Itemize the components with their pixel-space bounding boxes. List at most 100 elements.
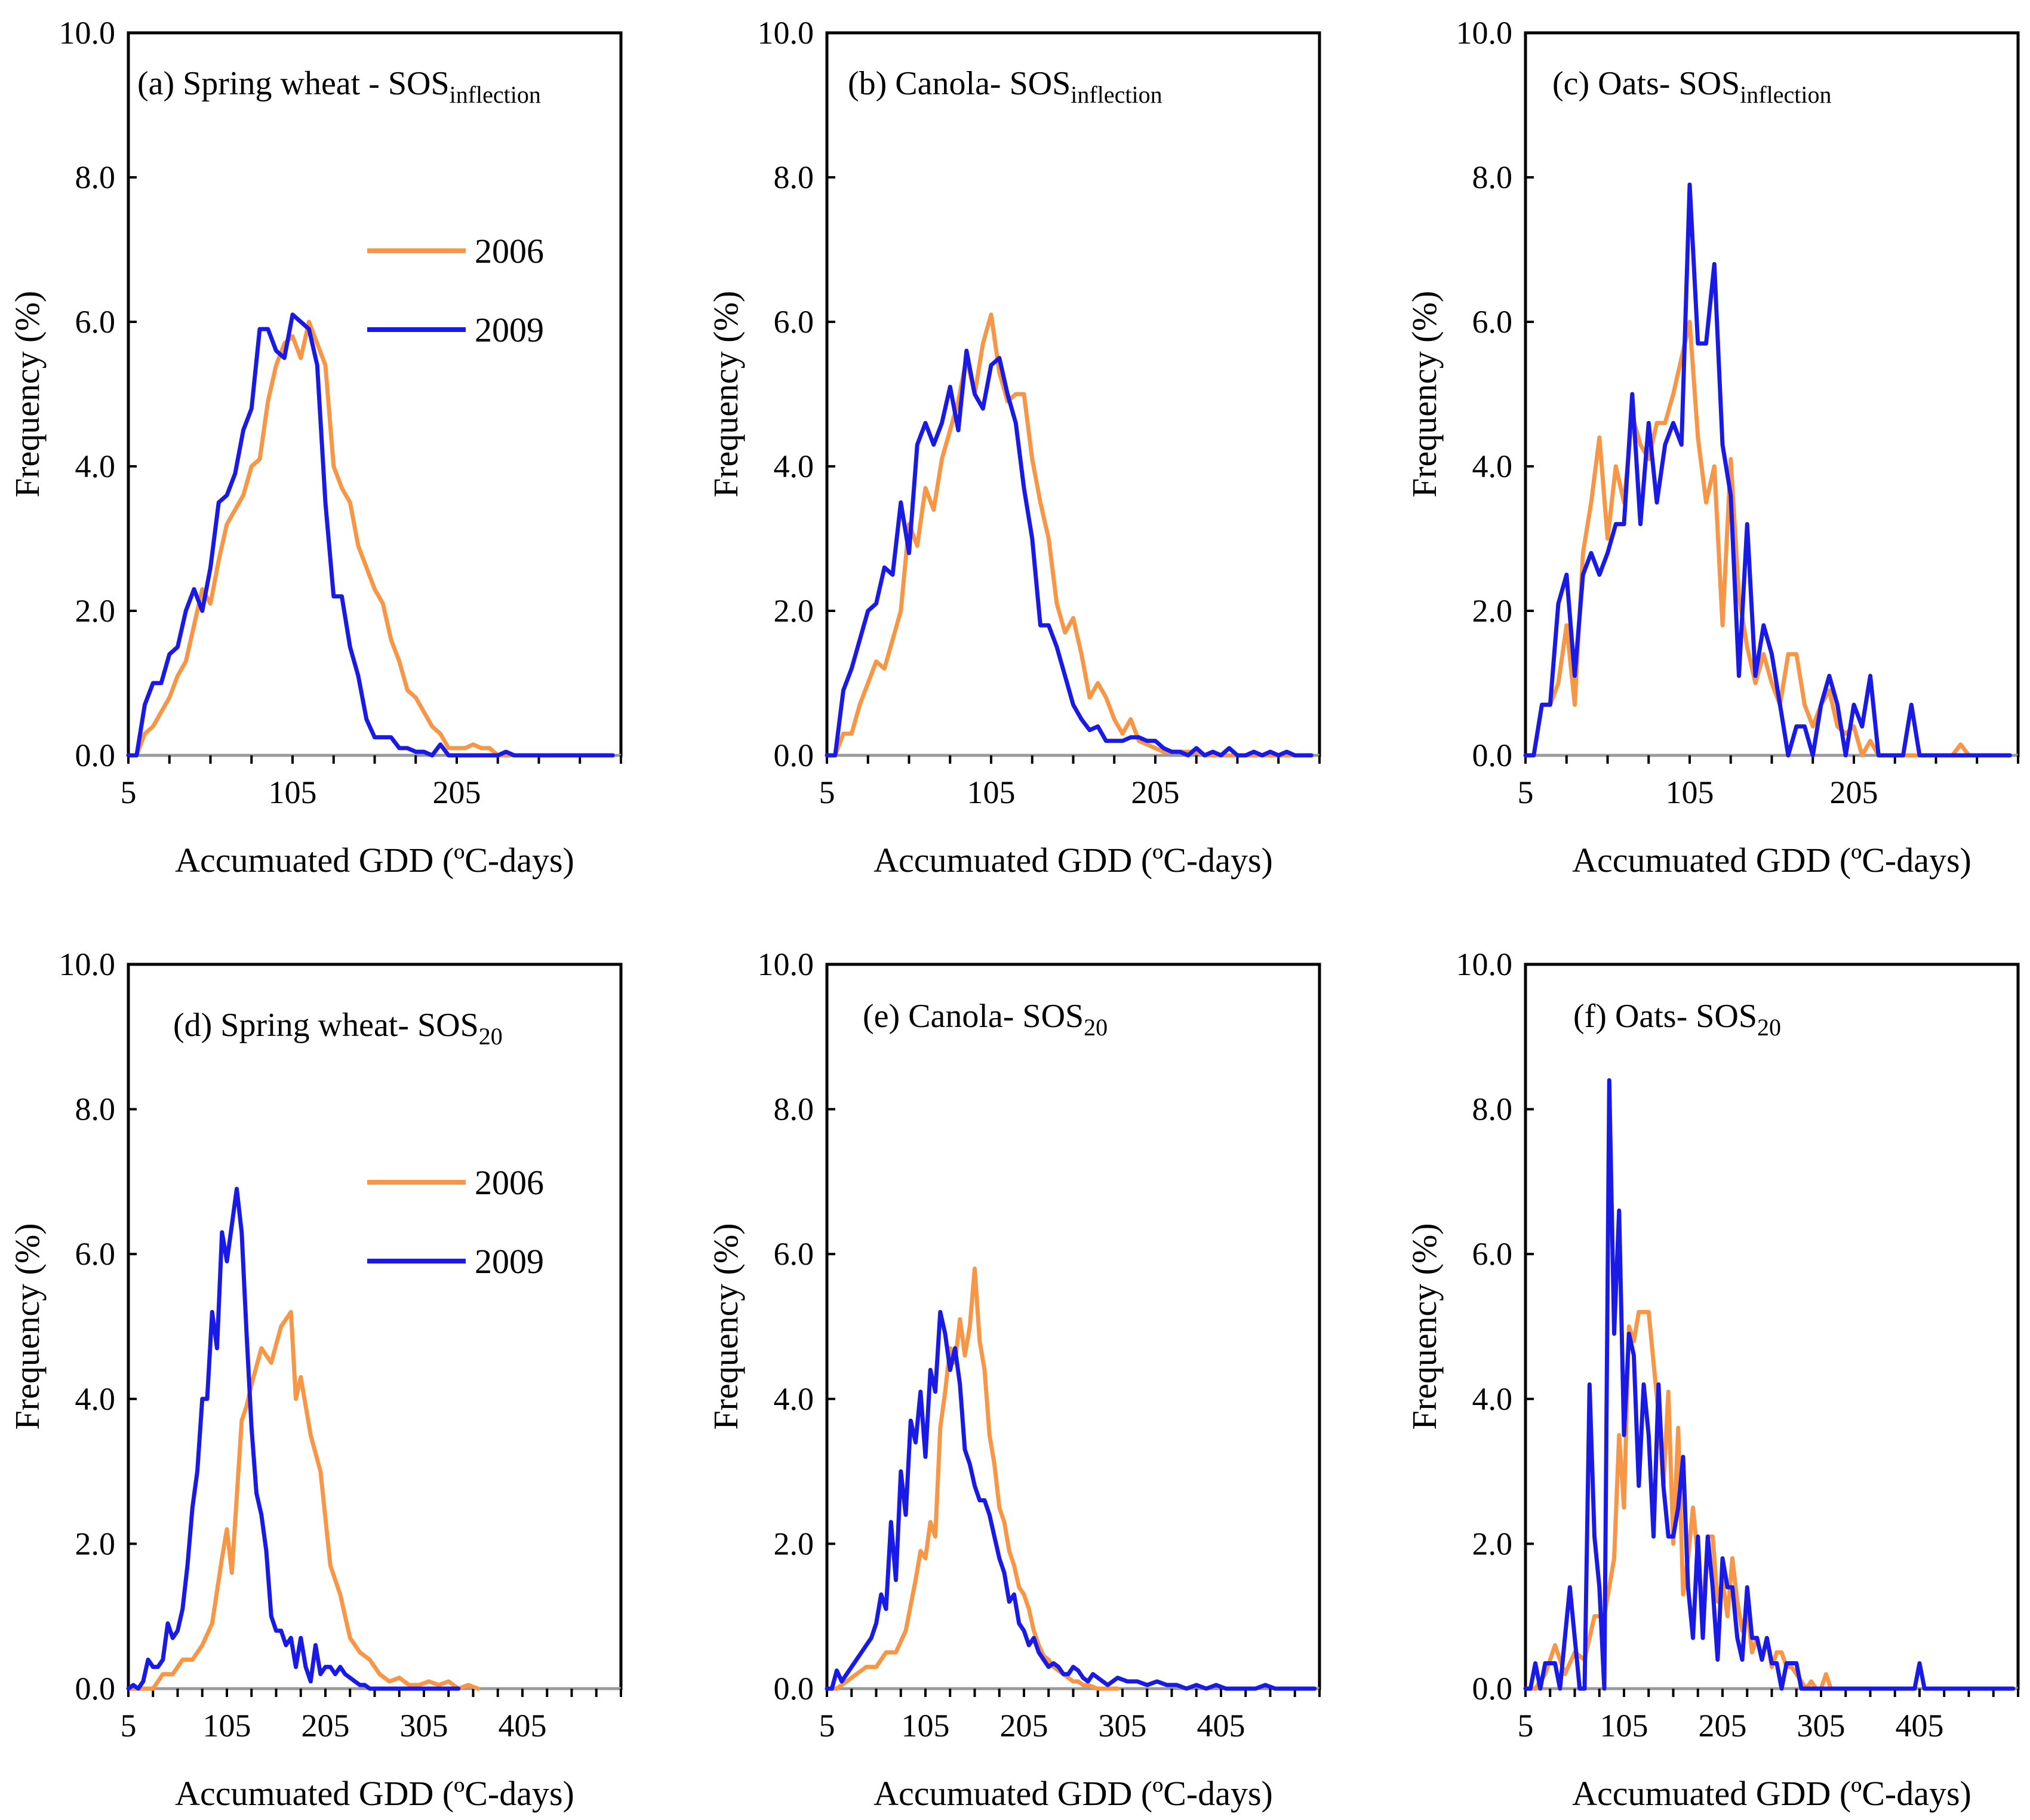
panel-title: (f) Oats- SOS20 <box>1573 998 1781 1041</box>
x-tick-label: 205 <box>302 1708 350 1744</box>
y-tick-label: 8.0 <box>774 159 814 195</box>
x-tick-label: 105 <box>269 774 317 810</box>
panel-title-main: (a) Spring wheat - SOS <box>137 65 450 102</box>
y-axis-title: Frequency (%) <box>706 291 745 497</box>
panel-c: (c) Oats- SOSinflection 0.0 2.0 4.0 6.0 8.0 1… <box>1405 15 2020 880</box>
y-axis-title: Frequency (%) <box>1405 1223 1444 1429</box>
panel-title-main: (f) Oats- SOS <box>1573 998 1757 1035</box>
y-tick-label: 6.0 <box>774 304 814 340</box>
y-tick-label: 2.0 <box>75 593 116 629</box>
x-tick-label: 305 <box>1797 1708 1846 1744</box>
x-tick-label: 5 <box>1518 774 1534 810</box>
y-tick-label: 10.0 <box>758 946 814 982</box>
x-tick-label: 105 <box>1666 774 1714 810</box>
y-tick-label: 6.0 <box>1472 304 1513 340</box>
y-tick-label: 2.0 <box>1472 1526 1513 1561</box>
y-tick-label: 4.0 <box>75 448 116 484</box>
y-tick-label: 4.0 <box>75 1381 116 1417</box>
y-tick-label: 0.0 <box>774 737 814 773</box>
series-line-2009 <box>825 348 1314 758</box>
legend-label-2006: 2006 <box>475 1163 544 1202</box>
panel-b: (b) Canola- SOSinflection 0.0 2.0 4.0 6.0 8.… <box>706 15 1321 880</box>
series-line-2009 <box>1523 1078 2016 1691</box>
x-tick-label: 105 <box>1600 1708 1648 1744</box>
panel-title-subscript: 20 <box>1084 1014 1108 1041</box>
y-tick-label: 6.0 <box>1472 1236 1513 1272</box>
y-tick-label: 6.0 <box>75 304 116 340</box>
x-tick-label: 405 <box>1896 1708 1944 1744</box>
x-axis-title: Accumuated GDD (ºC-days) <box>873 1774 1273 1813</box>
y-axis-title: Frequency (%) <box>706 1223 745 1429</box>
x-axis-title: Accumuated GDD (ºC-days) <box>175 841 574 880</box>
y-axis-title: Frequency (%) <box>8 1223 47 1429</box>
x-tick-label: 405 <box>499 1708 547 1744</box>
x-tick-label: 205 <box>1000 1708 1048 1744</box>
y-tick-label: 8.0 <box>1472 1092 1513 1127</box>
x-tick-label: 105 <box>203 1708 251 1744</box>
panel-a: (a) Spring wheat - SOSinflection 0.0 2.0 4… <box>8 15 623 880</box>
x-axis-title: Accumuated GDD (ºC-days) <box>175 1774 574 1813</box>
y-tick-label: 0.0 <box>75 1671 116 1707</box>
x-tick-label: 405 <box>1197 1708 1245 1744</box>
panel-title: (b) Canola- SOSinflection <box>848 65 1162 108</box>
panel-title: (c) Oats- SOSinflection <box>1552 65 1831 108</box>
x-axis-title: Accumuated GDD (ºC-days) <box>873 841 1273 880</box>
y-axis-title: Frequency (%) <box>8 291 47 497</box>
panel-title-subscript: 20 <box>1757 1014 1781 1041</box>
plot-frame <box>825 31 1321 757</box>
x-axis-title: Accumuated GDD (ºC-days) <box>1572 841 1971 880</box>
x-tick-label: 105 <box>902 1708 950 1744</box>
x-tick-label: 5 <box>121 1708 137 1744</box>
y-tick-label: 8.0 <box>75 159 116 195</box>
y-tick-label: 4.0 <box>1472 1381 1513 1417</box>
y-tick-label: 2.0 <box>774 1526 814 1561</box>
panel-title-main: (d) Spring wheat- SOS <box>173 1007 479 1044</box>
series-line-2006 <box>1523 319 2012 758</box>
x-tick-label: 205 <box>1699 1708 1747 1744</box>
x-tick-label: 5 <box>1518 1708 1534 1744</box>
x-tick-label: 105 <box>967 774 1016 810</box>
panel-title-main: (b) Canola- SOS <box>848 65 1071 102</box>
series-line-2009 <box>825 1309 1317 1691</box>
plot-frame <box>127 31 623 757</box>
x-tick-label: 205 <box>433 774 481 810</box>
x-tick-label: 305 <box>400 1708 448 1744</box>
y-tick-label: 8.0 <box>75 1092 116 1127</box>
y-tick-label: 8.0 <box>1472 159 1513 195</box>
panel-title-subscript: inflection <box>1740 81 1831 108</box>
x-tick-label: 205 <box>1131 774 1180 810</box>
y-tick-label: 10.0 <box>59 15 116 51</box>
panel-title: (e) Canola- SOS20 <box>863 998 1108 1041</box>
y-tick-label: 0.0 <box>1472 1671 1513 1707</box>
y-tick-label: 2.0 <box>75 1526 116 1561</box>
y-tick-label: 0.0 <box>1472 737 1513 773</box>
series-line-2009 <box>126 1186 461 1691</box>
y-tick-label: 6.0 <box>774 1236 814 1272</box>
y-tick-label: 2.0 <box>774 593 814 629</box>
x-tick-label: 5 <box>121 774 137 810</box>
panel-f: (f) Oats- SOS20 0.0 2.0 4.0 6.0 8.0 10.0 5 105 2… <box>1405 946 2020 1813</box>
x-axis-title: Accumuated GDD (ºC-days) <box>1572 1774 1971 1813</box>
y-tick-label: 10.0 <box>1456 946 1513 982</box>
panel-title-subscript: 20 <box>479 1023 503 1050</box>
x-tick-label: 205 <box>1830 774 1878 810</box>
x-tick-label: 305 <box>1099 1708 1147 1744</box>
y-tick-label: 10.0 <box>59 946 116 982</box>
y-tick-label: 0.0 <box>774 1671 814 1707</box>
legend-label-2009: 2009 <box>475 310 544 349</box>
panel-d: (d) Spring wheat- SOS20 0.0 2.0 4.0 6.0 8.0 1… <box>8 946 623 1813</box>
plot-frame <box>127 963 623 1690</box>
y-tick-label: 6.0 <box>75 1236 116 1272</box>
x-tick-label: 5 <box>819 774 835 810</box>
series-line-2006 <box>126 319 615 758</box>
y-tick-label: 2.0 <box>1472 593 1513 629</box>
legend-label-2009: 2009 <box>475 1242 544 1281</box>
y-tick-label: 4.0 <box>774 448 814 484</box>
y-tick-label: 10.0 <box>758 15 814 51</box>
series-line-2006 <box>126 1309 481 1691</box>
y-tick-label: 8.0 <box>774 1092 814 1127</box>
panel-title-main: (e) Canola- SOS <box>863 998 1084 1035</box>
panel-title: (d) Spring wheat- SOS20 <box>173 1007 503 1050</box>
y-tick-label: 4.0 <box>774 1381 814 1417</box>
panel-title: (a) Spring wheat - SOSinflection <box>137 65 541 108</box>
